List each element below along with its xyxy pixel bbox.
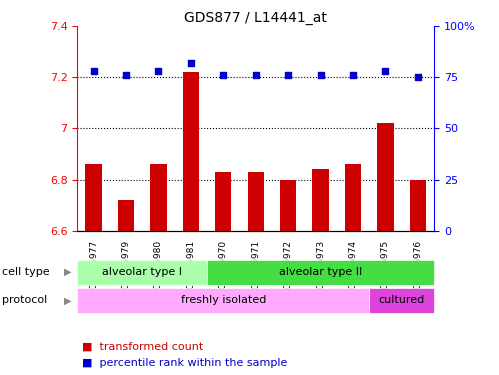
Bar xyxy=(150,164,167,231)
Bar xyxy=(215,172,232,231)
Point xyxy=(122,72,130,78)
Point xyxy=(154,68,162,74)
Point xyxy=(251,72,259,78)
Point xyxy=(316,72,324,78)
Point xyxy=(187,60,195,66)
Point xyxy=(349,72,357,78)
Bar xyxy=(345,164,361,231)
Title: GDS877 / L14441_at: GDS877 / L14441_at xyxy=(184,11,327,25)
Point xyxy=(414,74,422,80)
Bar xyxy=(377,123,394,231)
Bar xyxy=(85,164,102,231)
Text: ▶: ▶ xyxy=(63,267,71,277)
Point xyxy=(219,72,227,78)
Text: alveolar type II: alveolar type II xyxy=(279,267,362,277)
Text: ▶: ▶ xyxy=(63,296,71,305)
Bar xyxy=(118,200,134,231)
Point xyxy=(284,72,292,78)
Text: protocol: protocol xyxy=(2,296,48,305)
Bar xyxy=(410,180,426,231)
Point xyxy=(89,68,97,74)
Text: cultured: cultured xyxy=(379,296,425,305)
Bar xyxy=(183,72,199,231)
Text: alveolar type I: alveolar type I xyxy=(102,267,182,277)
Text: ■  transformed count: ■ transformed count xyxy=(82,342,204,352)
Text: cell type: cell type xyxy=(2,267,50,277)
Text: freshly isolated: freshly isolated xyxy=(181,296,266,305)
Text: ■  percentile rank within the sample: ■ percentile rank within the sample xyxy=(82,358,288,368)
Bar xyxy=(312,170,329,231)
Bar xyxy=(248,172,264,231)
Bar xyxy=(280,180,296,231)
Point xyxy=(381,68,389,74)
